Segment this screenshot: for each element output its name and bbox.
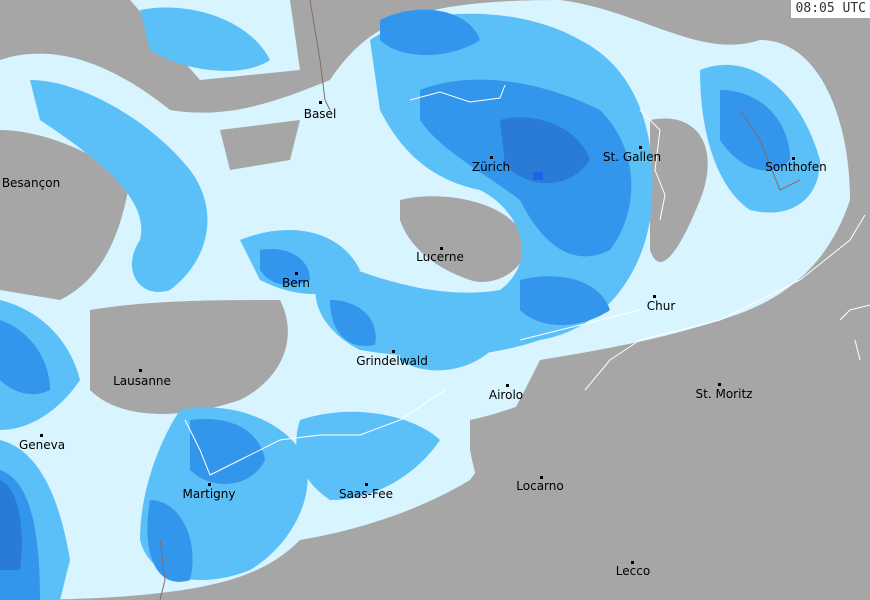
rain-very-heavy-layer [0,117,590,570]
city-st-moritz[interactable]: St. Moritz [695,387,753,401]
borders [184,84,870,476]
city-marker [208,483,211,486]
city-marker [365,483,368,486]
city-st-gallen[interactable]: St. Gallen [602,150,662,164]
city-marker [653,295,656,298]
city-marker [490,156,493,159]
city-airolo[interactable]: Airolo [488,388,524,402]
city-martigny[interactable]: Martigny [182,487,236,501]
city-marker [392,350,395,353]
timestamp: 08:05 UTC [790,0,870,18]
city-chur[interactable]: Chur [646,299,676,313]
city-locarno[interactable]: Locarno [516,479,564,493]
city-marker [506,384,509,387]
city-lucerne[interactable]: Lucerne [416,250,464,264]
city-marker [639,146,642,149]
city-basel[interactable]: Basel [303,107,337,121]
city-marker [319,101,322,104]
city-grindelwald[interactable]: Grindelwald [356,354,428,368]
city-zurich[interactable]: Zürich [471,160,511,174]
city-marker [440,247,443,250]
city-marker [139,369,142,372]
city-marker [40,434,43,437]
city-marker [631,561,634,564]
city-saas-fee[interactable]: Saas-Fee [339,487,393,501]
city-lausanne[interactable]: Lausanne [113,374,171,388]
city-marker [792,157,795,160]
city-marker [540,476,543,479]
city-lecco[interactable]: Lecco [615,564,651,578]
city-marker [295,272,298,275]
city-sonthofen[interactable]: Sonthofen [765,160,827,174]
city-marker [718,383,721,386]
city-bern[interactable]: Bern [282,276,310,290]
city-besancon[interactable]: Besançon [1,176,61,190]
city-geneva[interactable]: Geneva [18,438,66,452]
borders-dark [159,0,801,600]
